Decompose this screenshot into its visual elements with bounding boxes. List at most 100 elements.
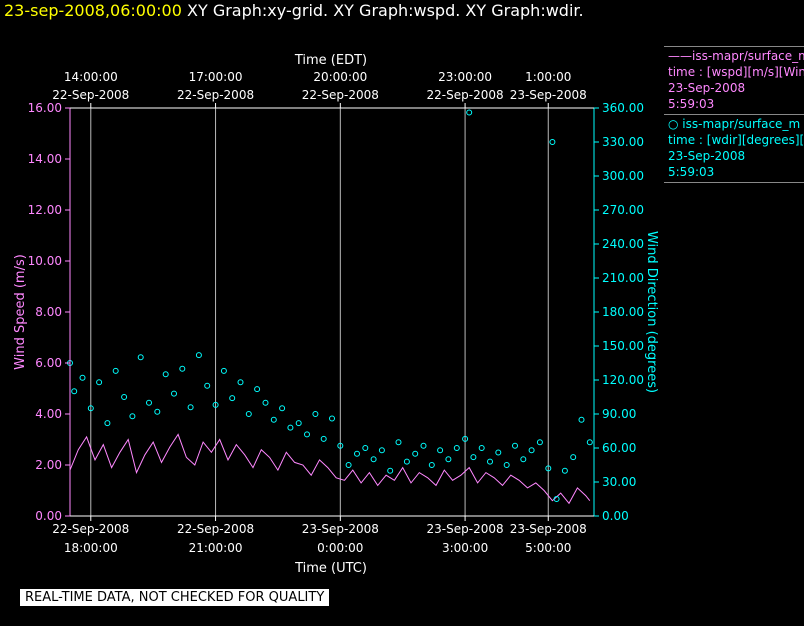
wind-direction-point-40 [395,439,402,446]
left-tick-label-2: 4.00 [35,407,62,421]
bottom-tick-time-4: 5:00:00 [525,541,571,555]
wind-direction-point-19 [220,367,227,374]
wind-direction-point-8 [129,413,136,420]
wind-direction-point-51 [478,445,485,451]
wind-direction-point-14 [179,365,186,372]
bottom-tick-date-4: 23-Sep-2008 [510,522,587,536]
wind-direction-point-26 [279,405,286,412]
legend-wspd-line4: 5:59:03 [668,97,715,111]
wind-direction-point-1 [71,388,78,395]
wind-direction-point-32 [329,415,335,422]
right-tick-label-4: 120.00 [602,373,644,387]
wind-direction-point-60 [549,139,556,145]
wind-direction-point-25 [270,416,277,423]
wind-direction-point-36 [362,445,369,451]
wind-direction-point-46 [445,456,452,463]
wind-direction-point-5 [104,420,111,427]
wind-direction-point-20 [229,395,236,402]
wind-direction-point-43 [420,442,427,449]
wind-direction-point-56 [520,456,527,463]
wind-direction-point-28 [295,420,302,427]
top-tick-date-0: 22-Sep-2008 [52,88,129,102]
wind-direction-point-30 [312,411,319,417]
wind-direction-point-6 [112,367,119,374]
left-tick-label-4: 8.00 [35,305,62,319]
wind-direction-point-62 [561,467,568,474]
wind-direction-point-35 [354,450,360,457]
bottom-tick-date-1: 22-Sep-2008 [177,522,254,536]
wind-direction-point-16 [195,352,202,359]
header-title: 23-sep-2008,06:00:00 XY Graph:xy-grid. X… [4,1,584,20]
wind-speed-line [69,433,591,505]
quality-disclaimer-badge: REAL-TIME DATA, NOT CHECKED FOR QUALITY [20,589,330,606]
left-tick-label-1: 2.00 [35,458,62,472]
left-tick-label-0: 0.00 [35,509,62,523]
wind-direction-point-21 [237,379,244,386]
wind-direction-point-9 [137,354,144,361]
right-tick-label-6: 180.00 [602,305,644,319]
legend-entry-wspd: ——iss-mapr/surface_m time : [wspd][m/s][… [664,46,804,115]
grid-lines [90,108,549,516]
bottom-tick-date-2: 23-Sep-2008 [302,522,379,536]
x-axis-label-top: Time (EDT) [294,53,367,68]
legend-wspd-line1: ——iss-mapr/surface_m [668,49,804,63]
y-axis-label-left: Wind Speed (m/s) [13,254,28,370]
wind-direction-point-2 [79,374,86,381]
wind-direction-point-37 [370,456,377,463]
x-axis-label-bottom: Time (UTC) [294,561,367,576]
wind-direction-point-45 [437,447,444,454]
bottom-tick-time-2: 0:00:00 [317,541,363,555]
bottom-tick-time-1: 21:00:00 [189,541,243,555]
wind-direction-point-65 [586,439,593,446]
axes [69,107,595,517]
y-axis-label-right: Wind Direction (degrees) [644,231,659,393]
wind-direction-point-38 [378,447,385,454]
top-tick-date-1: 22-Sep-2008 [177,88,254,102]
wind-direction-point-23 [254,386,261,393]
legend-wspd-line3: 23-Sep-2008 [668,81,746,95]
wind-direction-point-31 [320,435,327,442]
top-tick-time-4: 1:00:00 [525,70,571,84]
wind-direction-point-7 [121,394,128,400]
wind-direction-point-17 [204,382,211,389]
wind-direction-point-61 [553,496,560,502]
wind-direction-point-10 [146,399,152,406]
legend-wspd-line2: time : [wspd][m/s][Wind [668,65,804,79]
wind-direction-point-64 [578,416,585,423]
wind-direction-point-18 [212,401,219,408]
top-tick-time-0: 14:00:00 [64,70,118,84]
wind-direction-point-42 [412,450,419,457]
wind-direction-point-54 [503,462,510,468]
wind-direction-point-27 [287,424,294,431]
top-tick-date-2: 22-Sep-2008 [302,88,379,102]
wind-direction-point-12 [162,371,169,378]
wind-direction-point-59 [545,465,552,472]
left-tick-label-8: 16.00 [28,101,62,115]
wind-direction-point-34 [345,462,352,468]
bottom-tick-time-0: 18:00:00 [64,541,118,555]
legend-wdir-line4: 5:59:03 [668,165,715,179]
bottom-tick-date-0: 22-Sep-2008 [52,522,129,536]
legend-wdir-line3: 23-Sep-2008 [668,149,746,163]
top-tick-date-3: 22-Sep-2008 [427,88,504,102]
header-graph-list: XY Graph:xy-grid. XY Graph:wspd. XY Grap… [181,1,584,20]
legend-entry-wdir: ○ iss-mapr/surface_m time : [wdir][degre… [664,115,804,183]
wind-direction-point-57 [528,447,535,454]
wind-direction-point-33 [337,442,344,449]
wind-direction-point-53 [495,449,502,456]
left-tick-label-7: 14.00 [28,152,62,166]
wind-direction-point-3 [87,405,94,412]
right-tick-label-1: 30.00 [602,475,636,489]
wind-direction-point-13 [171,390,177,397]
wind-direction-point-58 [536,439,543,446]
left-tick-label-5: 10.00 [28,254,62,268]
right-tick-label-11: 330.00 [602,135,644,149]
wind-direction-point-24 [262,399,269,406]
top-tick-time-2: 20:00:00 [313,70,367,84]
left-tick-label-3: 6.00 [35,356,62,370]
right-tick-label-12: 360.00 [602,101,644,115]
header-timestamp: 23-sep-2008,06:00:00 [4,1,182,20]
top-tick-time-3: 23:00:00 [438,70,492,84]
right-tick-label-3: 90.00 [602,407,636,421]
